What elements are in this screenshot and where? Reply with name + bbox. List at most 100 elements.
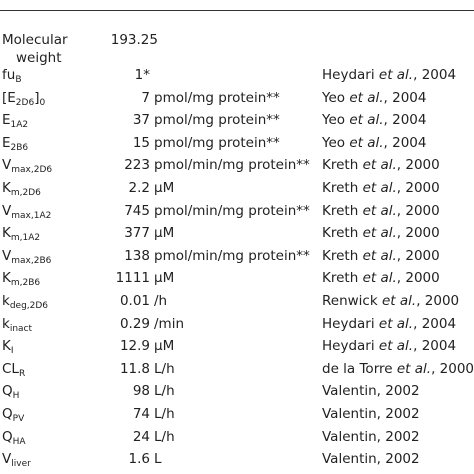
unit: L/h (154, 383, 175, 400)
parameter-text: Molecular weight (2, 32, 68, 66)
unit: L/h (154, 428, 175, 445)
parameter-subscript: 1A2 (10, 120, 29, 131)
parameter: kinact (2, 315, 32, 338)
parameter-text: Q (2, 383, 13, 400)
reference-year: , 2000 (396, 202, 440, 219)
reference-author: Kreth (322, 180, 363, 196)
parameter: CLR (2, 360, 25, 383)
reference: Kreth et al., 2000 (322, 202, 440, 220)
reference-year: , 2004 (413, 338, 457, 355)
parameter: Km,2B6 (2, 269, 40, 292)
value: 138 (124, 247, 150, 264)
parameter-subscript: PV (12, 414, 25, 424)
parameter-subscript: m,2B6 (10, 278, 41, 289)
unit: pmol/mg protein** (154, 89, 280, 106)
parameter-subscript: 2D6 (15, 97, 35, 108)
parameter-subscript: 0 (39, 97, 46, 108)
reference: de la Torre et al., 2000 (322, 360, 474, 378)
reference-author: Yeo (322, 134, 350, 151)
parameter-text: fu (2, 67, 16, 83)
unit: L (154, 451, 162, 468)
parameter: KI (2, 337, 14, 360)
reference-etal: et al. (362, 202, 397, 219)
parameter-text: [E (2, 89, 16, 106)
parameter-subscript: B (15, 75, 22, 85)
reference-author: Heydari (322, 338, 379, 355)
value: 223 (124, 157, 150, 174)
parameter-text: K (2, 338, 11, 355)
unit: μM (154, 338, 175, 355)
parameter-text: E (2, 134, 11, 151)
reference-year: , 2000 (396, 157, 440, 174)
parameter: Km,2D6 (2, 179, 41, 202)
reference-etal: et al. (378, 338, 414, 355)
reference-author: Valentin, 2002 (322, 451, 420, 468)
parameter: Vmax,2B6 (2, 247, 51, 270)
value: 377 (124, 225, 150, 242)
unit: pmol/mg protein** (154, 112, 280, 129)
unit: L/h (154, 360, 175, 377)
unit: /min (154, 315, 185, 332)
reference-year: , 2000 (396, 270, 440, 287)
value: 1111 (115, 270, 150, 287)
reference-author: Valentin, 2002 (322, 406, 420, 422)
parameter-text: K (2, 180, 11, 196)
unit: pmol/min/mg protein** (154, 202, 310, 219)
reference-year: , 2004 (383, 89, 427, 106)
value: 7 (141, 89, 150, 106)
parameter: fuB (2, 66, 22, 89)
reference: Valentin, 2002 (322, 382, 420, 400)
reference-author: Kreth (322, 202, 363, 219)
reference-year: , 2004 (383, 112, 427, 129)
unit: pmol/min/mg protein** (154, 247, 310, 264)
parameter-subscript: R (18, 368, 26, 379)
reference: Kreth et al., 2000 (322, 156, 440, 174)
parameter-text: K (2, 270, 11, 287)
reference-author: de la Torre (322, 360, 397, 377)
reference-year: , 2004 (413, 315, 457, 332)
reference: Yeo et al., 2004 (322, 134, 426, 152)
reference-year: , 2000 (416, 293, 460, 309)
reference-etal: et al. (378, 67, 414, 83)
unit: μM (154, 180, 175, 196)
value: 37 (132, 112, 150, 129)
parameter-text: V (2, 202, 12, 219)
reference-etal: et al. (349, 112, 384, 129)
value: 1.6 (128, 451, 150, 468)
reference: Kreth et al., 2000 (322, 224, 440, 242)
reference-author: Valentin, 2002 (322, 383, 420, 400)
reference: Yeo et al., 2004 (322, 89, 426, 107)
unit: pmol/mg protein** (154, 134, 280, 151)
reference: Renwick et al., 2000 (322, 292, 459, 310)
parameter-text: V (2, 451, 12, 468)
reference-year: , 2000 (396, 180, 440, 196)
value: 0.29 (119, 315, 150, 332)
reference-author: Kreth (322, 270, 363, 287)
reference: Kreth et al., 2000 (322, 247, 440, 265)
value: 0.01 (119, 293, 150, 309)
value: 74 (132, 406, 150, 422)
parameter-subscript: max,2D6 (11, 165, 53, 176)
reference-year: , 2004 (413, 67, 457, 83)
unit: μM (154, 225, 175, 242)
reference: Valentin, 2002 (322, 405, 420, 423)
parameter-subscript: 2B6 (10, 142, 29, 153)
reference-author: Kreth (322, 247, 363, 264)
reference-etal: et al. (362, 180, 397, 196)
parameter: Vmax,1A2 (2, 202, 51, 225)
reference-author: Heydari (322, 67, 379, 83)
reference: Kreth et al., 2000 (322, 269, 440, 287)
parameter-subscript: HA (12, 436, 26, 447)
reference: Kreth et al., 2000 (322, 179, 440, 197)
reference-author: Kreth (322, 225, 363, 242)
parameter-text: V (2, 157, 12, 174)
value: 24 (132, 428, 150, 445)
reference: Heydari et al., 2004 (322, 337, 456, 355)
reference: Valentin, 2002 (322, 450, 420, 468)
value: 98 (132, 383, 150, 400)
reference-etal: et al. (378, 315, 414, 332)
parameter: E2B6 (2, 134, 28, 157)
parameter: Vliver (2, 450, 31, 473)
reference: Valentin, 2002 (322, 428, 420, 446)
parameter: [E2D6]0 (2, 89, 45, 112)
